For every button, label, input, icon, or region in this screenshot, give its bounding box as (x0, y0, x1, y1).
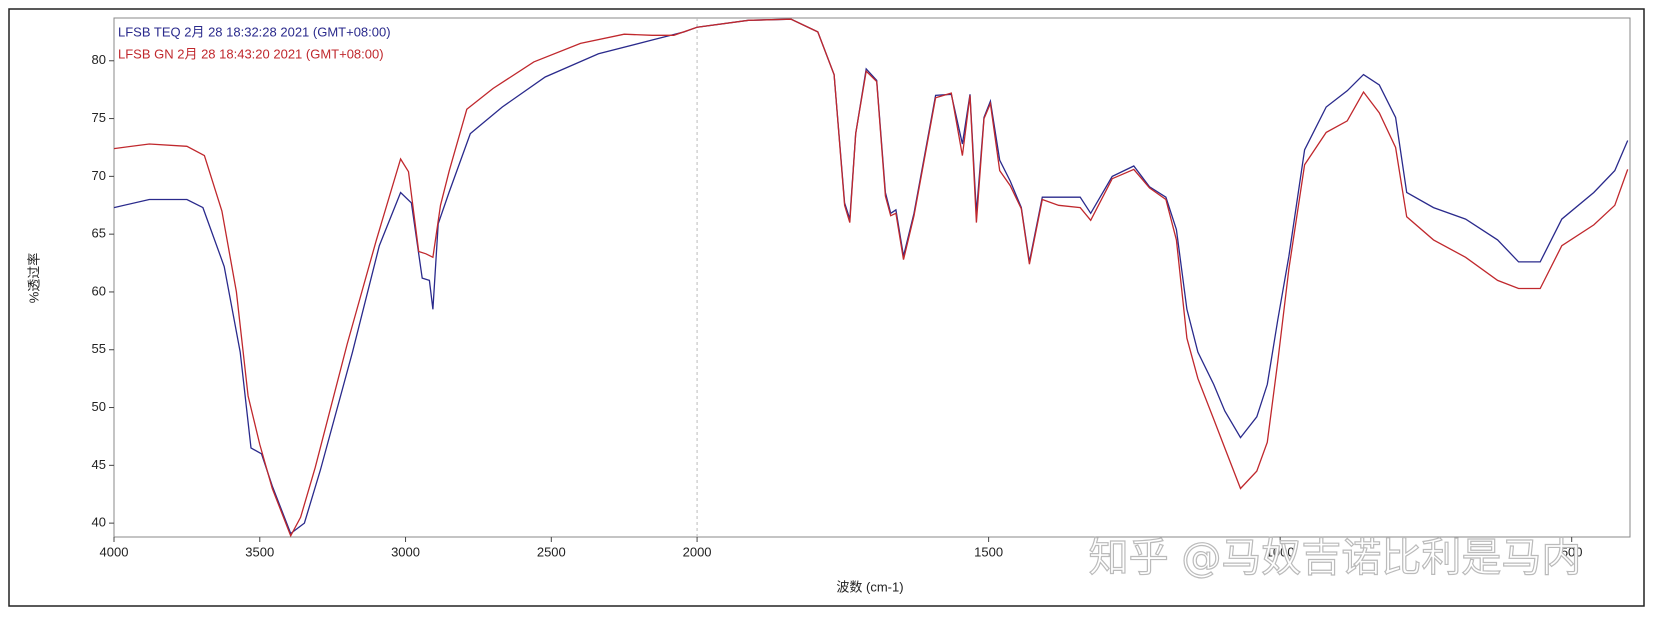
x-tick-label: 1500 (974, 544, 1003, 559)
x-tick-label: 4000 (100, 544, 129, 559)
x-tick-label: 3000 (391, 544, 420, 559)
y-tick-label: 65 (92, 226, 106, 241)
legend-entry: LFSB GN 2月 28 18:43:20 2021 (GMT+08:00) (118, 46, 384, 61)
y-tick-label: 50 (92, 399, 106, 414)
series-line (113, 18, 1629, 535)
x-tick-label: 1000 (1266, 544, 1295, 559)
legend-entry: LFSB TEQ 2月 28 18:32:28 2021 (GMT+08:00) (118, 24, 391, 39)
plot-area (113, 17, 1631, 538)
x-tick-label: 3500 (245, 544, 274, 559)
y-tick-label: 45 (92, 457, 106, 472)
y-tick-label: 60 (92, 283, 106, 298)
x-tick-label: 500 (1561, 544, 1583, 559)
y-tick-label: 70 (92, 168, 106, 183)
x-axis-label: 波数 (cm-1) (836, 579, 903, 594)
y-tick-label: 80 (92, 52, 106, 67)
x-tick-label: 2500 (537, 544, 566, 559)
y-tick-label: 55 (92, 341, 106, 356)
x-tick-label: 2000 (683, 544, 712, 559)
y-tick-label: 75 (92, 110, 106, 125)
y-axis-label: %透过率 (26, 253, 41, 304)
series-line (113, 18, 1629, 538)
watermark: 知乎 @马奴吉诺比利是马内 (1089, 535, 1582, 581)
outer-frame (8, 8, 1645, 607)
y-tick-label: 40 (92, 515, 106, 530)
